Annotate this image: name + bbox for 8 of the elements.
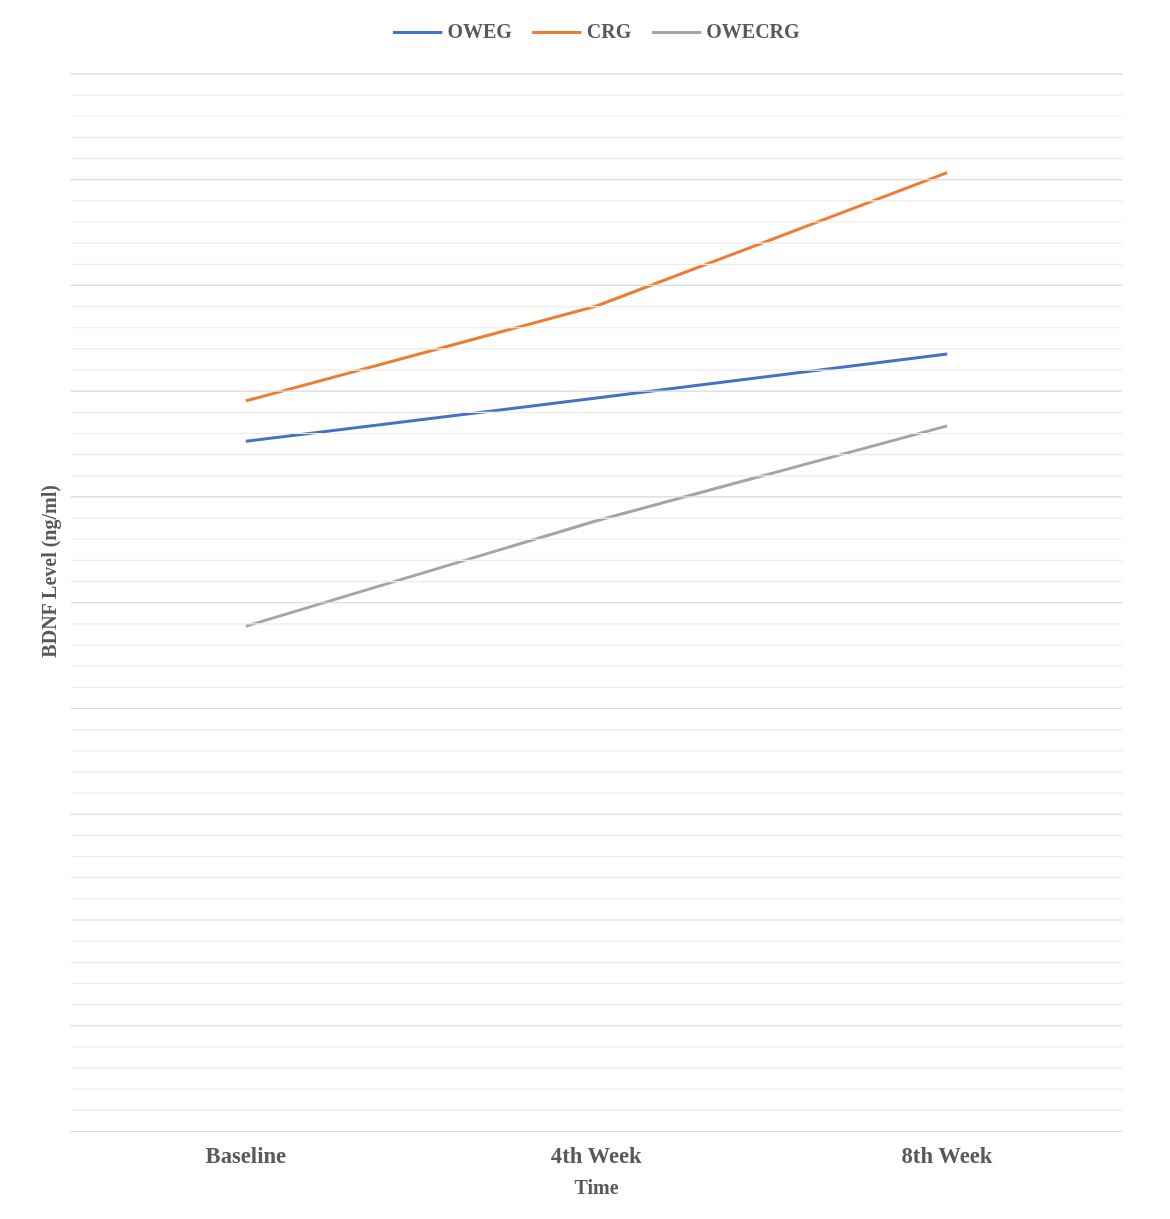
legend-label: OWEG — [447, 20, 512, 43]
legend-label: OWECRG — [706, 20, 800, 43]
x-axis-title: Time — [574, 1175, 619, 1198]
x-tick-label: Baseline — [205, 1142, 287, 1168]
x-tick-label: 4th Week — [550, 1142, 643, 1168]
x-tick-label: 8th Week — [901, 1142, 993, 1168]
y-axis-title: BDNF Level (ng/ml) — [37, 485, 61, 658]
legend-label: CRG — [586, 20, 632, 43]
